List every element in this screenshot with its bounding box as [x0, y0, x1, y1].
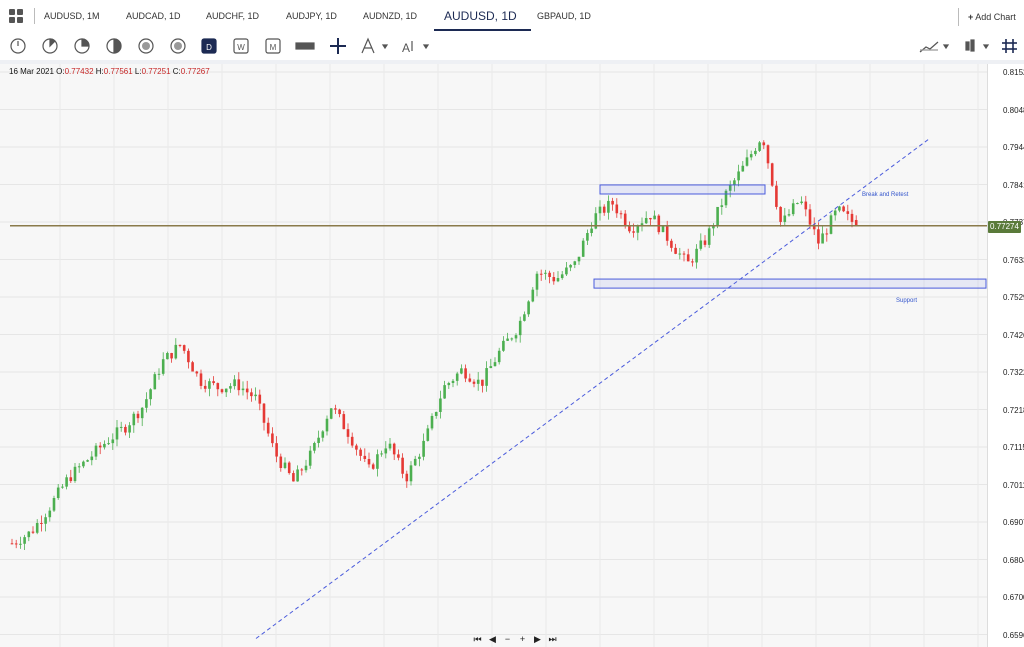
price-axis[interactable] [987, 64, 1024, 647]
ohlc-high-label: H: [95, 67, 104, 76]
ohlc-low: 0.77251 [141, 67, 171, 76]
price-tick-label: 0.76336 [1003, 255, 1024, 265]
last-page-icon[interactable]: ⏭ [548, 634, 557, 644]
timeframe-1-icon[interactable] [138, 38, 154, 54]
price-tick-label: 0.74262 [1003, 330, 1024, 340]
price-tick-label: 0.67004 [1003, 593, 1024, 602]
chart-plot-area[interactable] [0, 64, 987, 647]
add-chart-label: Add Chart [975, 12, 1016, 22]
layout-grid-icon[interactable] [9, 9, 23, 23]
price-tick-label: 0.81520 [1003, 68, 1024, 77]
ohlc-close-label: C: [172, 67, 181, 76]
ohlc-high: 0.77561 [103, 67, 133, 76]
candle-type-icon[interactable] [965, 39, 990, 52]
tab-divider [34, 8, 35, 24]
break-and-retest-label: Break and Retest [862, 192, 909, 198]
prev-icon[interactable]: ◀ [489, 634, 496, 644]
daily-calendar-icon[interactable]: D [201, 38, 217, 54]
svg-text:W: W [237, 43, 245, 52]
ohlc-close: 0.77267 [180, 67, 210, 76]
current-price-tag: 0.77274 [988, 221, 1021, 233]
tab-gbpaud-1d[interactable]: GBPAUD, 1D [537, 11, 591, 21]
clock-4-icon[interactable] [106, 38, 122, 54]
text-tool-icon[interactable]: A [402, 41, 430, 55]
tab-audchf-1d[interactable]: AUDCHF, 1D [206, 11, 260, 21]
next-icon[interactable]: ▶ [534, 634, 541, 644]
ohlc-open-label: O: [56, 67, 65, 76]
svg-text:D: D [206, 43, 212, 52]
price-tick-label: 0.72188 [1003, 405, 1024, 415]
price-tick-label: 0.78410 [1003, 180, 1024, 190]
chart-tab-bar: AUDUSD, 1M AUDCAD, 1D AUDCHF, 1D AUDJPY, 1D… [0, 0, 1024, 32]
drawing-tool-icon[interactable] [361, 37, 389, 54]
add-chart-button[interactable]: + Add Chart [958, 8, 1024, 26]
chart-style-icon[interactable] [295, 42, 315, 50]
price-tick-label: 0.75299 [1003, 293, 1024, 302]
chart-navigation: ⏮ ◀ − + ▶ ⏭ [470, 634, 560, 646]
ohlc-open: 0.77432 [64, 67, 94, 76]
price-tick-label: 0.70115 [1003, 480, 1024, 490]
timeframe-2-icon[interactable] [170, 38, 186, 54]
zoom-in-icon[interactable]: + [519, 634, 526, 644]
ohlc-readout: 16 Mar 2021 O:0.77432 H:0.77561 L:0.7725… [9, 67, 210, 76]
tab-audjpy-1d[interactable]: AUDJPY, 1D [286, 11, 337, 21]
indicators-icon[interactable] [919, 41, 950, 53]
price-tick-label: 0.79446 [1003, 143, 1024, 152]
clock-1-icon[interactable] [10, 38, 26, 54]
weekly-calendar-icon[interactable]: W [233, 38, 249, 54]
first-page-icon[interactable]: ⏮ [473, 634, 482, 644]
clock-2-icon[interactable] [42, 38, 58, 54]
zoom-out-icon[interactable]: − [504, 634, 511, 644]
grid-icon[interactable] [1002, 39, 1017, 53]
svg-text:A: A [402, 41, 410, 55]
clock-3-icon[interactable] [74, 38, 90, 54]
price-tick-label: 0.80483 [1003, 105, 1024, 115]
ohlc-date: 16 Mar 2021 [9, 67, 54, 76]
price-tick-label: 0.69078 [1003, 518, 1024, 527]
price-tick-label: 0.73225 [1003, 368, 1024, 377]
tab-audusd-1m[interactable]: AUDUSD, 1M [44, 11, 100, 21]
crosshair-icon[interactable] [330, 38, 346, 54]
svg-text:M: M [270, 43, 277, 52]
price-tick-label: 0.68041 [1003, 555, 1024, 565]
price-tick-label: 0.65967 [1003, 630, 1024, 640]
plus-icon: + [968, 12, 974, 22]
ohlc-low-label: L: [134, 67, 142, 76]
toolbar-divider [0, 60, 1024, 64]
tab-audcad-1d[interactable]: AUDCAD, 1D [126, 11, 181, 21]
tab-audusd-1d[interactable]: AUDUSD, 1D [434, 0, 531, 32]
support-label: Support [896, 298, 918, 304]
chart-toolbar: D W M A [0, 32, 1024, 60]
price-tick-label: 0.71152 [1003, 443, 1024, 452]
tab-audnzd-1d[interactable]: AUDNZD, 1D [363, 11, 418, 21]
monthly-calendar-icon[interactable]: M [265, 38, 281, 54]
